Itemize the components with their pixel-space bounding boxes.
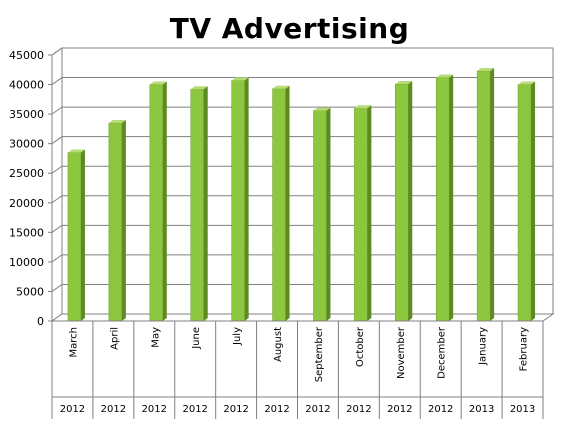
x-tick-label: October (355, 326, 366, 367)
year-label: 2012 (346, 404, 371, 415)
bar (395, 80, 413, 322)
bar-top (313, 107, 331, 111)
bar-side (490, 67, 495, 322)
bar (231, 77, 249, 322)
bar-front (476, 70, 491, 322)
bar-front (149, 84, 164, 322)
x-axis-table: March April May June July August September Octo… (51, 320, 544, 419)
gridline (51, 136, 553, 145)
year-label: 2013 (510, 404, 535, 415)
y-tick-label: 35000 (9, 108, 44, 121)
gridline (51, 254, 553, 263)
bar-front (231, 80, 245, 322)
y-tick-label: 15000 (9, 226, 44, 239)
gridline (51, 47, 553, 56)
year-label: 2013 (469, 404, 494, 415)
x-tick-label: January (478, 327, 489, 366)
bar-top (477, 67, 495, 71)
bar-side (326, 107, 331, 321)
bar-front (313, 110, 327, 322)
year-label: 2012 (182, 404, 207, 415)
bar-top (67, 149, 85, 153)
gridline (51, 224, 553, 233)
y-tick-label: 30000 (9, 138, 44, 151)
bar-top (272, 85, 290, 89)
bar-top (436, 74, 454, 78)
bar-front (190, 89, 204, 322)
y-tick-label: 5000 (16, 285, 44, 298)
x-tick-label: August (273, 327, 284, 362)
y-tick-label: 0 (37, 315, 44, 328)
gridline (51, 195, 553, 204)
bar (354, 105, 372, 322)
bar (272, 85, 290, 322)
bar-top (518, 81, 536, 85)
bar (149, 81, 167, 322)
bar-top (231, 77, 249, 81)
year-label: 2012 (101, 404, 126, 415)
bar-front (435, 77, 450, 322)
bar-top (149, 81, 167, 85)
y-tick-label: 45000 (9, 49, 44, 62)
chart-walls (50, 47, 555, 322)
year-label: 2012 (428, 404, 453, 415)
bar-side (531, 81, 536, 321)
y-tick-label: 20000 (9, 197, 44, 210)
gridline (51, 106, 553, 115)
y-tick-label: 25000 (9, 167, 44, 180)
gridlines (51, 47, 553, 292)
chart-title: TV Advertising (169, 12, 410, 45)
year-label: 2012 (264, 404, 289, 415)
bar (108, 119, 126, 322)
x-tick-label: December (437, 326, 448, 379)
bar (313, 107, 331, 322)
bar (435, 74, 454, 322)
y-tick-label: 40000 (9, 79, 44, 92)
bar (476, 67, 495, 322)
bar (517, 81, 536, 322)
bar (67, 149, 85, 322)
bar-side (285, 85, 290, 322)
bar-top (108, 119, 126, 123)
x-tick-label: May (150, 327, 161, 348)
gridline (51, 77, 553, 85)
bar-top (354, 105, 372, 109)
x-tick-label: June (191, 327, 202, 350)
bar-top (395, 80, 413, 84)
x-tick-label: September (314, 326, 325, 382)
y-tick-label: 10000 (9, 256, 44, 269)
bar-front (517, 84, 532, 322)
y-axis-ticks: 0 5000 10000 15000 20000 25000 30000 35000 40000… (9, 49, 53, 328)
x-tick-label: February (519, 327, 530, 371)
year-label: 2012 (387, 404, 412, 415)
x-tick-label: November (396, 326, 407, 379)
gridline (51, 165, 553, 174)
bar-side (244, 77, 249, 321)
bar-side (203, 86, 208, 321)
bar-front (67, 152, 82, 322)
bar-side (162, 81, 167, 321)
side-wall (51, 47, 63, 322)
bar-top (190, 86, 208, 90)
year-label: 2012 (60, 404, 85, 415)
bar (190, 86, 208, 322)
bar-side (367, 105, 372, 321)
bar-side (449, 74, 454, 321)
bar-front (354, 107, 368, 322)
bar-side (408, 80, 413, 321)
x-tick-label: July (232, 327, 243, 346)
year-label: 2012 (305, 404, 330, 415)
bar-side (121, 119, 126, 321)
bar-front (272, 88, 286, 322)
x-tick-label: April (109, 327, 120, 350)
bar-front (395, 83, 409, 322)
bar-side (80, 149, 85, 321)
bar-front (108, 122, 123, 322)
x-tick-label: March (68, 327, 79, 357)
year-label: 2012 (142, 404, 167, 415)
year-label: 2012 (223, 404, 248, 415)
gridline (51, 283, 553, 292)
